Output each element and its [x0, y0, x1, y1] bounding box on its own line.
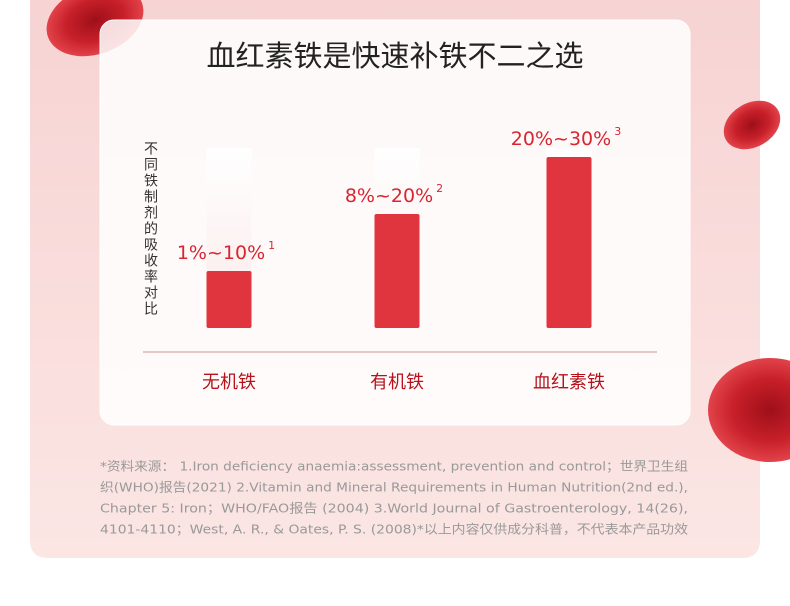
- footnote-mark: 2: [436, 182, 443, 195]
- value-label: 1%~10% 1: [177, 239, 275, 264]
- y-axis-label: 不同铁制剂的吸收率对比: [142, 141, 158, 317]
- x-tick-label: 血红素铁: [533, 372, 605, 393]
- source-line: Chapter 5: Iron；WHO/FAO报告 (2004) 3.World…: [100, 501, 688, 516]
- value-label-text: 8%~20%: [345, 185, 433, 207]
- source-line: 4101-4110；West, A. R., & Oates, P. S. (2…: [100, 522, 689, 537]
- footnote-mark: 3: [614, 125, 621, 138]
- x-tick-label: 无机铁: [202, 372, 256, 393]
- source-line: *资料来源： 1.Iron deficiency anaemia:assessm…: [100, 459, 688, 474]
- y-label: 不同铁制剂的吸收率对比: [142, 141, 158, 317]
- value-label-text: 1%~10%: [177, 242, 265, 264]
- source-line: 织(WHO)报告(2021) 2.Vitamin and Mineral Req…: [100, 480, 688, 495]
- blood-cell: [708, 358, 790, 462]
- footnote-mark: 1: [268, 239, 275, 252]
- bar: [374, 214, 420, 328]
- bar: [206, 271, 252, 328]
- x-tick-label: 有机铁: [370, 372, 424, 393]
- chart-title: 血红素铁是快速补铁不二之选: [206, 39, 583, 73]
- value-label: 8%~20% 2: [345, 182, 443, 207]
- source: *资料来源： 1.Iron deficiency anaemia:assessm…: [100, 459, 689, 537]
- bar: [546, 157, 592, 328]
- blood-cell: [723, 100, 781, 150]
- value-label: 20%~30% 3: [511, 125, 621, 150]
- value-label-text: 20%~30%: [511, 128, 611, 150]
